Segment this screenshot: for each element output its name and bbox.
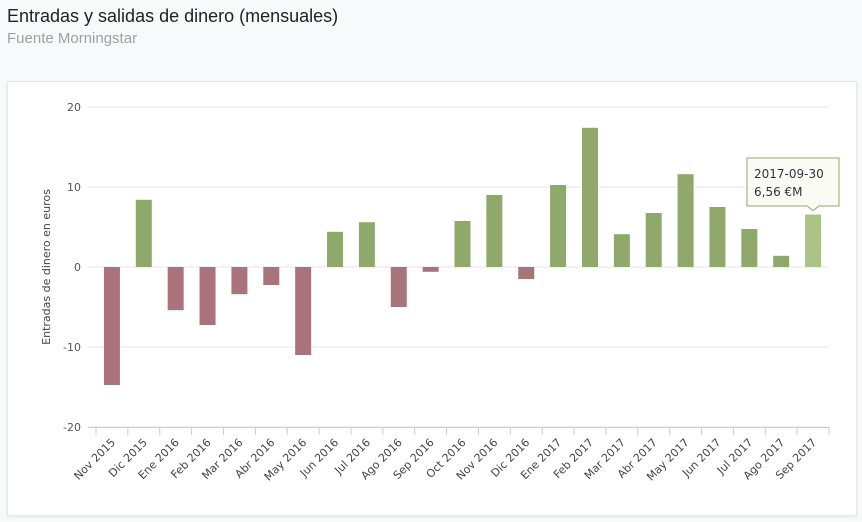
y-tick-label: 10: [67, 181, 81, 194]
tooltip-box: [746, 157, 840, 212]
page-subtitle: Fuente Morningstar: [7, 30, 138, 47]
bar[interactable]: [295, 267, 312, 355]
bar[interactable]: [327, 231, 344, 267]
bar[interactable]: [390, 267, 407, 307]
bar[interactable]: [167, 267, 184, 311]
bar[interactable]: [613, 234, 630, 267]
bar[interactable]: [358, 222, 375, 267]
bar[interactable]: [518, 267, 535, 279]
y-tick-label: -20: [63, 421, 81, 434]
bar[interactable]: [231, 267, 248, 295]
bar[interactable]: [581, 127, 598, 267]
bar[interactable]: [454, 221, 471, 267]
bar[interactable]: [709, 207, 726, 267]
bar[interactable]: [773, 255, 790, 267]
bar[interactable]: [422, 267, 439, 272]
bar[interactable]: [741, 229, 758, 267]
page-title: Entradas y salidas de dinero (mensuales): [7, 6, 339, 26]
y-tick-label: -10: [63, 341, 81, 354]
y-axis-label: Entradas de dinero en euros: [40, 189, 53, 345]
bar[interactable]: [135, 199, 152, 267]
y-tick-label: 0: [74, 261, 81, 274]
y-tick-label: 20: [67, 101, 81, 114]
bar[interactable]: [103, 267, 120, 385]
bar[interactable]: [550, 185, 567, 267]
bar[interactable]: [199, 267, 216, 325]
bar[interactable]: [677, 174, 694, 267]
bar[interactable]: [263, 267, 280, 285]
bar[interactable]: [486, 195, 503, 267]
chart-card: [7, 81, 857, 516]
tooltip-date: 2017-09-30: [754, 167, 824, 181]
bar[interactable]: [645, 213, 662, 267]
bar[interactable]: [805, 214, 822, 267]
tooltip-value: 6,56 €M: [754, 185, 803, 199]
